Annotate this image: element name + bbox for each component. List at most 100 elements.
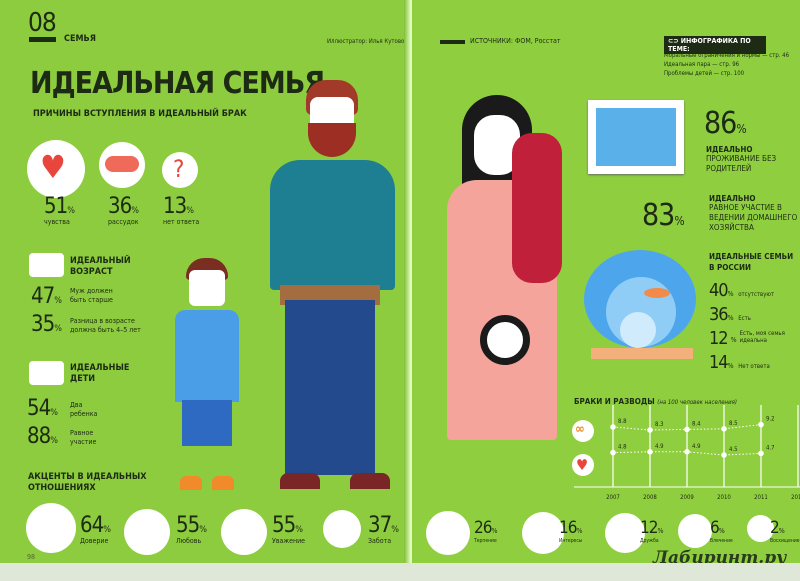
age-stat: 35% [31, 312, 62, 337]
accent-patience: 26% Терпение [474, 518, 498, 544]
chapter-name: СЕМЬЯ [64, 34, 96, 44]
brain-icon [99, 142, 145, 188]
data-point [721, 426, 727, 432]
page-number: 98 [27, 553, 36, 561]
age-stat-label: Муж должен быть старше [70, 287, 113, 304]
related-link[interactable]: Идеальная пара — стр. 96 [664, 61, 740, 68]
grandparents-picture [588, 100, 684, 174]
stat-83: 83% [642, 198, 685, 233]
data-label: 4.8 [618, 444, 627, 451]
interests-icon [522, 512, 564, 554]
data-label: 4.5 [729, 446, 738, 453]
x-tick-label: 2010 [717, 494, 731, 501]
broken-heart-icon: ♥ [572, 454, 594, 476]
data-point [610, 424, 616, 430]
x-tick-label: 2007 [606, 494, 620, 501]
accent-love: 55% Любовь [176, 513, 207, 546]
related-link[interactable]: Моральные ограничения и нормы — стр. 46 [664, 52, 790, 59]
data-label: 8.3 [655, 421, 664, 428]
left-page: 08 СЕМЬЯ Иллюстратор: Илья Кутовой ИДЕАЛ… [0, 0, 408, 566]
kids-stat-label: Равное участие [70, 429, 97, 446]
data-point [610, 449, 616, 456]
accent-interests: 16% Интересы [559, 518, 583, 544]
data-point [684, 449, 690, 455]
age-stat: 47% [31, 284, 62, 309]
friendship-icon [605, 513, 645, 553]
related-heading: ⊂⊃ ИНФОГРАФИКА ПО ТЕМЕ: [664, 36, 766, 54]
stat-86-text: ПРОЖИВАНИЕ БЕЗ РОДИТЕЛЕЙ [706, 154, 777, 173]
chapter-bar [29, 37, 56, 42]
data-point [758, 421, 764, 428]
russia-stat: 36% Есть [709, 304, 751, 325]
couple-icon [29, 253, 64, 277]
right-page: ИСТОЧНИКИ: ФОМ, Росстат ⊂⊃ ИНФОГРАФИКА П… [412, 0, 800, 568]
russia-heading: ИДЕАЛЬНЫЕ СЕМЬИ В РОССИИ [709, 252, 794, 272]
reason-feelings: 51% чувства [44, 194, 75, 227]
heart-icon: ♥ [27, 140, 85, 198]
russia-stat: 40% отсутствуют [709, 280, 775, 301]
page-edge [0, 563, 800, 581]
link-icon: ⊂⊃ [668, 37, 681, 45]
fish-icon [644, 288, 670, 298]
stat-83-bold: ИДЕАЛЬНО [709, 194, 756, 203]
marriages-divorces-chart: 2007 2008 2009 2010 2011 2012 8.8 8.3 8.4 8.5 9.2 4… [574, 405, 800, 501]
x-tick-label: 2009 [680, 494, 694, 501]
reason-no-answer: 13% нет ответа [163, 194, 200, 227]
x-tick-label: 2012 [791, 494, 800, 501]
boy-illustration [170, 258, 250, 493]
data-point [647, 427, 653, 433]
sources-bar [440, 40, 465, 44]
fishbowl [584, 250, 696, 348]
question-icon: ? [162, 152, 198, 188]
age-heading: ИДЕАЛЬНЫЙ ВОЗРАСТ [70, 256, 131, 277]
sources: ИСТОЧНИКИ: ФОМ, Росстат [470, 37, 561, 45]
woman-illustration [442, 95, 582, 495]
russia-stats: 40% отсутствуют 36% Есть 12% Есть, моя се… [709, 280, 800, 376]
chapter-number: 08 [28, 8, 57, 38]
fishbowl-stand [591, 348, 693, 359]
trust-icon [26, 503, 76, 553]
reason-reason: 36% рассудок [108, 194, 139, 227]
x-tick-label: 2011 [754, 494, 768, 501]
attraction-icon [678, 514, 712, 548]
data-label: 4.9 [692, 443, 701, 450]
accent-respect: 55% Уважение [272, 513, 306, 546]
data-point [684, 426, 690, 433]
illustrator-credit: Иллюстратор: Илья Кутовой [327, 38, 408, 45]
patience-icon [426, 511, 470, 555]
data-label: 4.9 [655, 443, 664, 450]
data-label: 8.8 [618, 418, 627, 425]
accent-attraction: 6% Влечение [710, 518, 733, 544]
accent-admiration: 2% Восхищение [770, 518, 800, 544]
stat-86: 86% [704, 106, 747, 141]
sprout-icon [323, 510, 361, 548]
russia-stat: 14% Нет ответа [709, 352, 770, 373]
children-icon [29, 361, 64, 385]
respect-icon [221, 509, 267, 555]
accent-trust: 64% Доверие [80, 513, 111, 546]
russia-stat: 12% Есть, моя семья идеальна [709, 328, 785, 349]
data-point [758, 450, 764, 457]
data-label: 9.2 [766, 416, 775, 423]
kids-stat-label: Два ребенка [70, 401, 98, 418]
kids-stat: 88% [27, 424, 58, 449]
kids-heading: ИДЕАЛЬНЫЕ ДЕТИ [70, 363, 130, 384]
accent-friendship: 12% Дружба [640, 518, 664, 544]
kids-stat: 54% [27, 396, 58, 421]
data-point [721, 452, 727, 458]
age-stat-label: Разница в возрасте должна быть 4–5 лет [70, 317, 141, 334]
stat-83-text: РАВНОЕ УЧАСТИЕ В ВЕДЕНИИ ДОМАШНЕГО ХОЗЯЙ… [709, 203, 798, 232]
related-list: Моральные ограничения и нормы — стр. 46 … [664, 51, 789, 78]
reasons-heading: ПРИЧИНЫ ВСТУПЛЕНИЯ В ИДЕАЛЬНЫЙ БРАК [33, 109, 247, 119]
data-point [647, 449, 653, 455]
love-icon [124, 509, 170, 555]
stat-86-bold: ИДЕАЛЬНО [706, 145, 753, 154]
page-title: ИДЕАЛЬНАЯ СЕМЬЯ [30, 66, 325, 101]
related-link[interactable]: Проблемы детей — стр. 100 [664, 70, 745, 77]
chart-title: БРАКИ И РАЗВОДЫ (на 100 человек населени… [574, 397, 737, 406]
man-illustration [265, 75, 405, 495]
admiration-icon [747, 515, 774, 542]
accents-heading: АКЦЕНТЫ В ИДЕАЛЬНЫХ ОТНОШЕНИЯХ [28, 472, 147, 493]
data-label: 8.4 [692, 420, 701, 427]
data-label: 4.7 [766, 444, 775, 451]
